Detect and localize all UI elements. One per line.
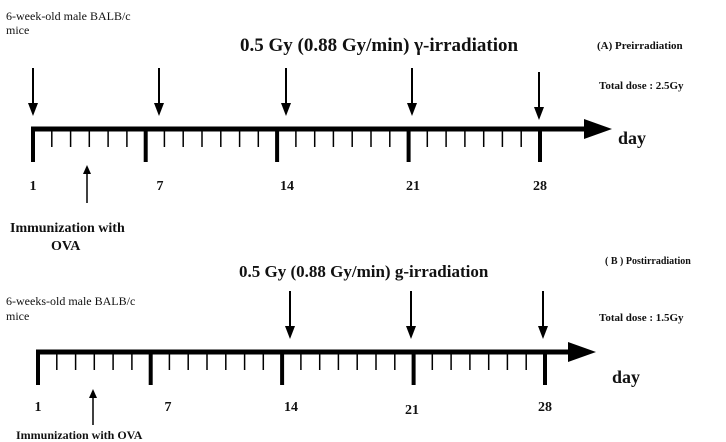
irradiation-arrow-day14	[281, 68, 291, 116]
irradiation-arrow-day7	[154, 68, 164, 116]
panel-a: 6-week-old male BALB/c mice 0.5 Gy (0.88…	[6, 9, 684, 254]
panel-b-timeline	[36, 342, 596, 385]
irradiation-arrow-day28	[538, 291, 548, 339]
panel-a-immunization-line2: OVA	[51, 239, 81, 254]
irradiation-arrow-day21	[406, 291, 416, 339]
panel-a-immunization-arrow	[83, 165, 91, 203]
panel-a-day-labels: 1 7 14 21 28	[30, 179, 548, 194]
panel-b-immunization-arrow	[89, 389, 97, 425]
panel-a-day-label: 28	[533, 179, 547, 194]
panel-a-irradiation-arrows	[28, 68, 544, 120]
panel-a-axis-unit: day	[618, 128, 646, 148]
panel-b-day-label: 1	[35, 400, 42, 415]
panel-a-day-label: 7	[157, 179, 164, 194]
irradiation-arrow-day21	[407, 68, 417, 116]
panel-b-day-label: 14	[284, 400, 298, 415]
panel-b-axis-unit: day	[612, 367, 640, 387]
panel-a-day-label: 1	[30, 179, 37, 194]
panel-b-day-label: 21	[405, 403, 419, 418]
panel-a-mice-line2: mice	[6, 23, 29, 37]
panel-a-label: (A) Preirradiation	[597, 40, 683, 52]
irradiation-arrow-day14	[285, 291, 295, 339]
panel-a-day-label: 14	[280, 179, 294, 194]
panel-a-timeline-arrowhead	[584, 119, 612, 139]
panel-a-ticks	[31, 129, 542, 162]
panel-a-mice-line1: 6-week-old male BALB/c	[6, 9, 131, 23]
panel-a-total-dose: Total dose : 2.5Gy	[599, 80, 684, 92]
panel-b-mice-line1: 6-weeks-old male BALB/c	[6, 294, 135, 308]
panel-b-day-label: 7	[165, 400, 172, 415]
panel-a-day-label: 21	[406, 179, 420, 194]
irradiation-arrow-day1	[28, 68, 38, 116]
irradiation-arrow-day28	[534, 72, 544, 120]
panel-b-label: ( B ) Postirradiation	[605, 256, 691, 267]
panel-a-irradiation-label: 0.5 Gy (0.88 Gy/min) γ-irradiation	[240, 35, 518, 56]
panel-b-irradiation-arrows	[285, 291, 548, 339]
panel-b-irradiation-label: 0.5 Gy (0.88 Gy/min) g-irradiation	[239, 262, 489, 281]
panel-b-mice-line2: mice	[6, 309, 29, 323]
panel-b-total-dose: Total dose : 1.5Gy	[599, 312, 684, 324]
panel-b-timeline-arrowhead	[568, 342, 596, 362]
panel-a-immunization-line1: Immunization with	[10, 221, 125, 236]
panel-b: 0.5 Gy (0.88 Gy/min) g-irradiation ( B )…	[6, 256, 691, 442]
panel-b-day-labels: 1 7 14 21 28	[35, 400, 553, 418]
panel-b-ticks	[36, 352, 547, 385]
panel-b-immunization-label: Immunization with OVA	[16, 428, 143, 442]
panel-b-day-label: 28	[538, 400, 552, 415]
panel-a-timeline	[31, 119, 612, 162]
